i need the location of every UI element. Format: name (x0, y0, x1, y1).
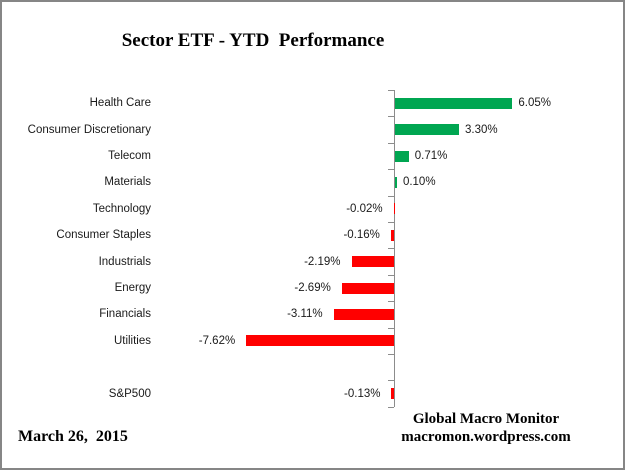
value-label-financials: -3.11% (287, 308, 323, 321)
axis-tick (388, 248, 394, 250)
value-label-consumer-discretionary: 3.30% (465, 123, 498, 136)
value-label-telecom: 0.71% (414, 150, 448, 162)
category-label-consumer-discretionary: Consumer Discretionary (27, 123, 151, 136)
bar-telecom (395, 150, 409, 162)
bar-consumer-staples (390, 229, 394, 241)
category-label-energy: Energy (114, 282, 151, 294)
bar-utilities (246, 335, 394, 347)
value-label-s-p500: -0.13% (344, 387, 381, 400)
bar-consumer-discretionary (395, 124, 460, 136)
axis-tick (388, 142, 394, 144)
y-axis-line (394, 90, 395, 407)
date-label: March 26, 2015 (18, 428, 128, 445)
axis-tick (388, 327, 394, 329)
category-label-technology: Technology (92, 202, 151, 215)
axis-tick (388, 406, 394, 408)
credit-source: Global Macro Monitor (412, 411, 560, 427)
category-label-materials: Materials (104, 176, 151, 189)
category-label-industrials: Industrials (98, 255, 151, 268)
credit-block: Global Macro Monitor macromon.wordpress.… (370, 410, 602, 446)
bar-energy (341, 282, 394, 294)
axis-tick (388, 169, 394, 171)
value-label-consumer-staples: -0.16% (343, 229, 380, 242)
bar-industrials (351, 256, 394, 268)
category-label-consumer-staples: Consumer Staples (56, 229, 151, 242)
axis-tick (388, 301, 394, 303)
category-label-utilities: Utilities (113, 334, 151, 347)
value-label-materials: 0.10% (402, 176, 436, 189)
axis-tick (388, 274, 394, 276)
axis-tick (388, 222, 394, 223)
chart-title: Sector ETF - YTD Performance (121, 30, 385, 51)
bar-materials (395, 176, 397, 188)
category-label-telecom: Telecom (108, 150, 151, 162)
value-label-industrials: -2.19% (304, 255, 341, 268)
value-label-health-care: 6.05% (518, 97, 551, 110)
value-label-utilities: -7.62% (198, 334, 236, 347)
value-label-technology: -0.02% (346, 202, 383, 215)
bar-financials (333, 308, 394, 320)
category-label-financials: Financials (99, 308, 151, 321)
category-label-health-care: Health Care (89, 97, 151, 110)
axis-tick (388, 195, 394, 197)
axis-tick (388, 380, 394, 382)
axis-tick (388, 116, 394, 118)
bar-s-p500 (391, 388, 394, 400)
credit-url: macromon.wordpress.com (401, 429, 571, 445)
bar-health-care (395, 97, 513, 109)
axis-tick (388, 354, 394, 355)
category-label-s-p500: S&P500 (108, 387, 151, 400)
axis-tick (388, 90, 394, 91)
value-label-energy: -2.69% (294, 282, 331, 294)
